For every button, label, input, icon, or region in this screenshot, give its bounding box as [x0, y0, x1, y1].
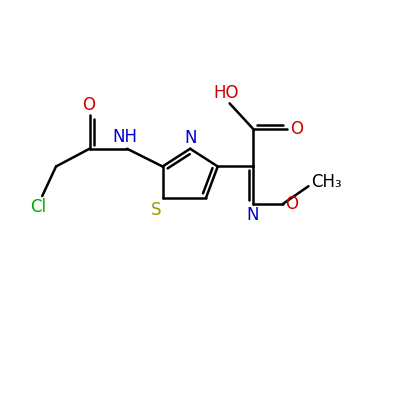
- Text: Cl: Cl: [30, 198, 46, 216]
- Text: N: N: [185, 129, 197, 147]
- Text: NH: NH: [112, 128, 138, 146]
- Text: O: O: [290, 120, 303, 138]
- Text: O: O: [285, 195, 298, 213]
- Text: N: N: [246, 206, 259, 224]
- Text: HO: HO: [213, 84, 238, 102]
- Text: O: O: [82, 96, 95, 114]
- Text: CH₃: CH₃: [311, 173, 342, 191]
- Text: S: S: [151, 201, 162, 219]
